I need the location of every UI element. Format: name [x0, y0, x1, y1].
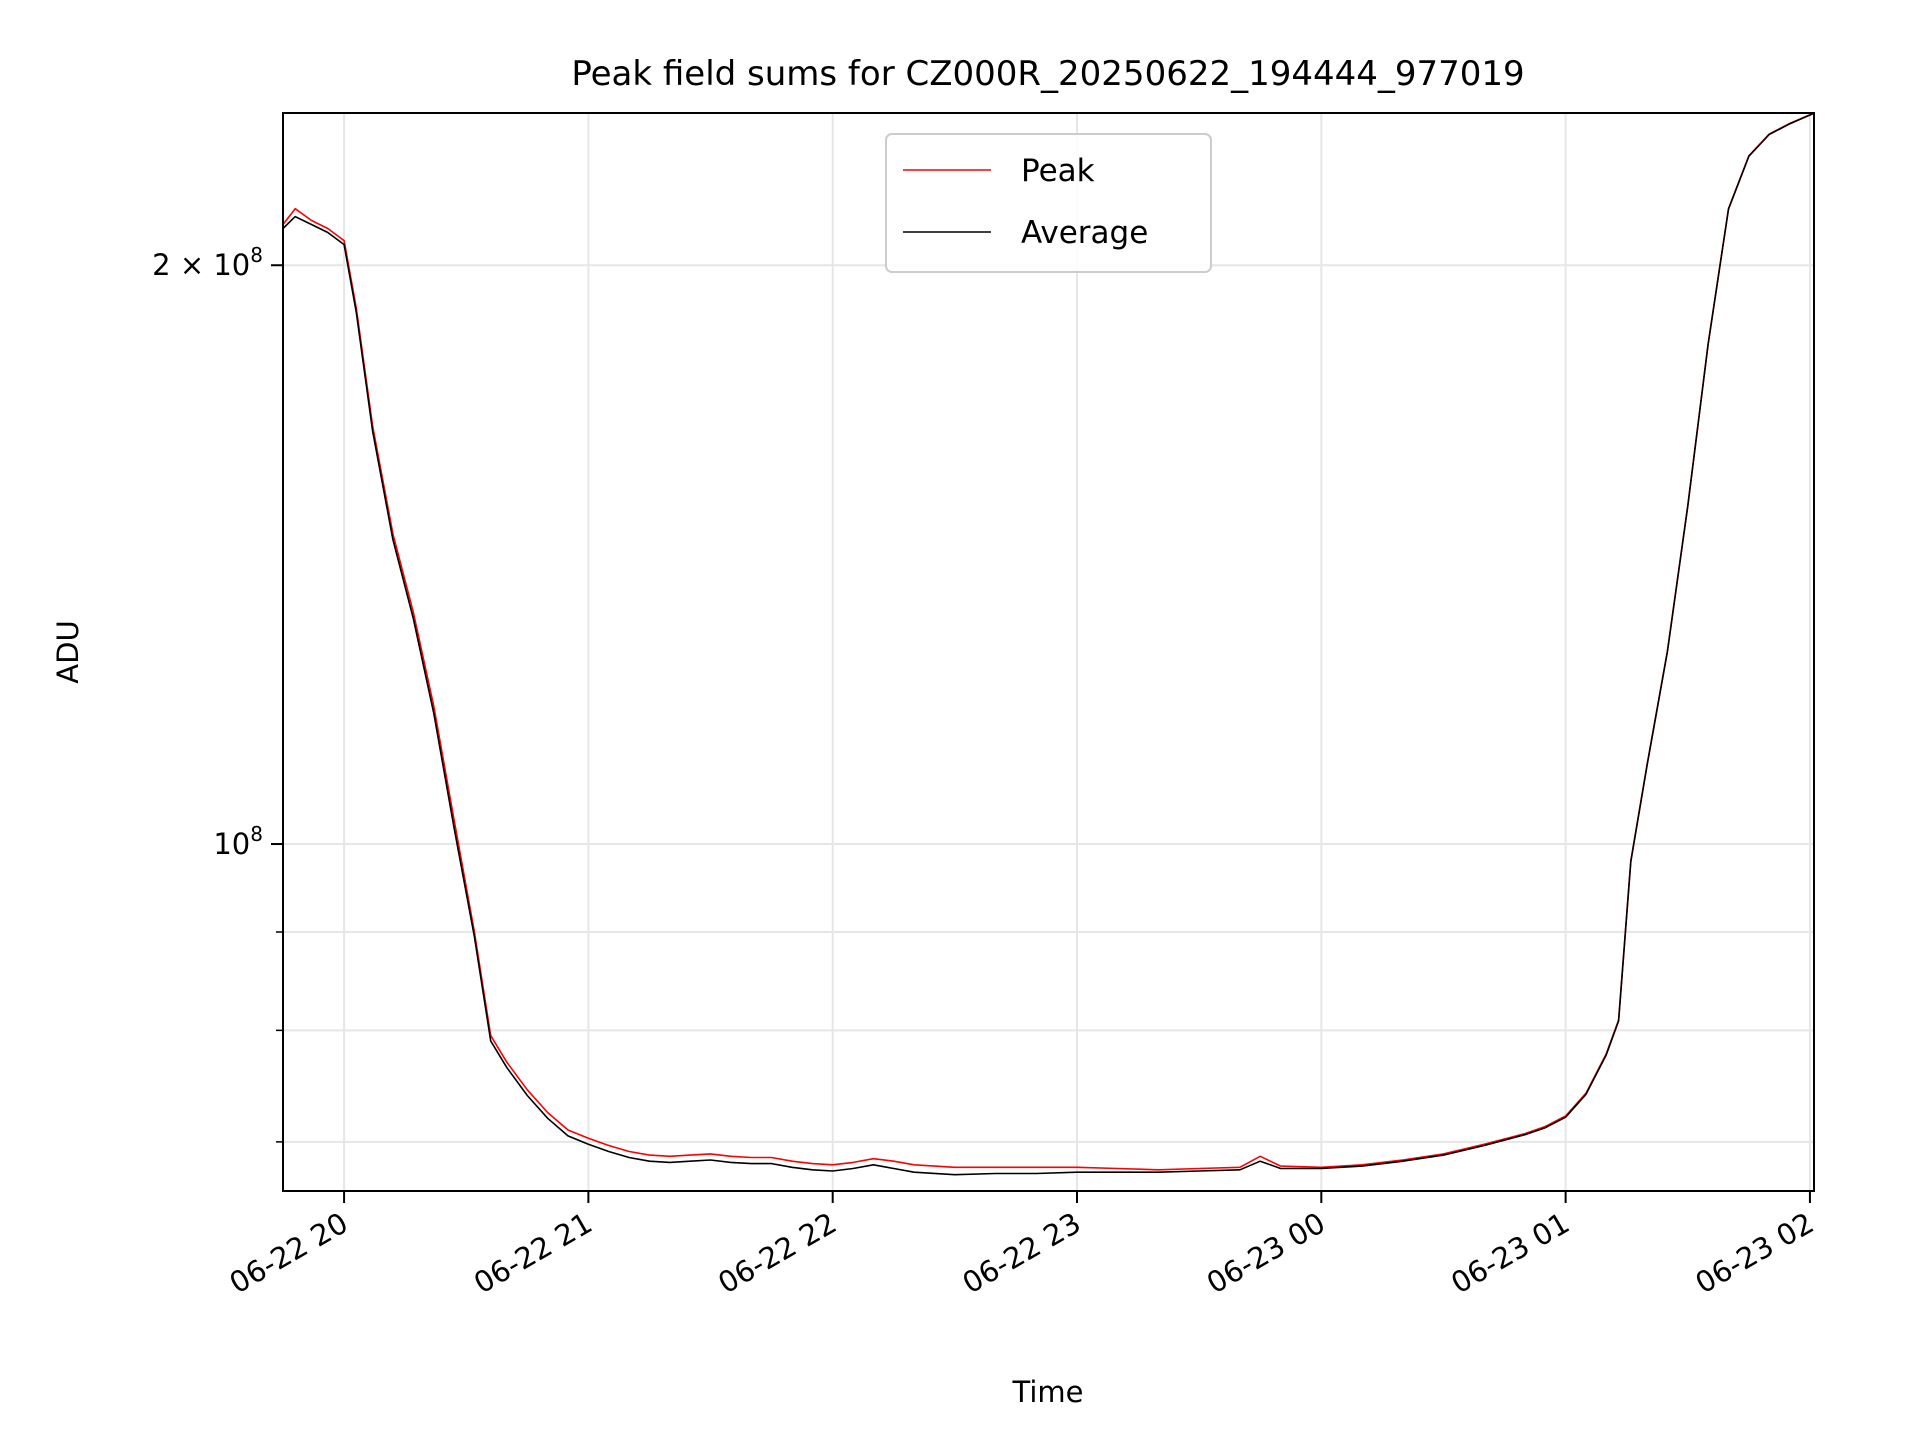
- y-tick-label-exponent: 8: [250, 243, 263, 267]
- grid-lines: [283, 113, 1814, 1191]
- legend-label-average: Average: [1021, 215, 1148, 251]
- y-tick-label-base: 10: [213, 827, 250, 861]
- plot-frame: [282, 112, 1815, 1192]
- y-tick-label-exponent: 8: [250, 822, 263, 846]
- y-tick-label-multiplier: 2 ×: [152, 248, 213, 282]
- series-lines: [282, 112, 1815, 1176]
- x-axis-label: Time: [1012, 1375, 1084, 1409]
- series-line-average: [282, 112, 1815, 1176]
- legend-label-peak: Peak: [1021, 153, 1095, 189]
- y-axis-label: ADU: [51, 620, 85, 683]
- legend: Peak Average: [885, 133, 1212, 273]
- y-tick-label: 108: [213, 822, 263, 861]
- y-tick-label: 2 × 108: [152, 243, 263, 282]
- y-tick-label-base: 10: [213, 248, 250, 282]
- legend-box: [885, 133, 1212, 273]
- chart-title: Peak field sums for CZ000R_20250622_1944…: [571, 54, 1524, 94]
